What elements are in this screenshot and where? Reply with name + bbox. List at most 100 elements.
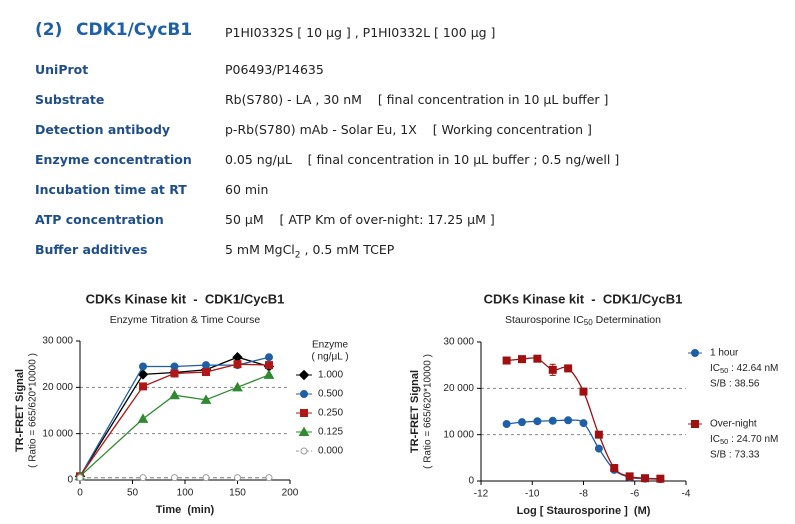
chart-subtitle: Staurosporine IC50 Determination — [505, 314, 661, 327]
x-tick-label: -12 — [474, 489, 489, 500]
data-point — [263, 369, 275, 379]
series-line — [506, 357, 661, 480]
data-point — [76, 474, 84, 482]
value-text: , 0.5 mM TCEP — [300, 242, 395, 257]
legend-label: 0.250 — [318, 408, 343, 419]
y-axis-note: ( Ratio = 665/620*10000 ) — [423, 354, 434, 469]
series-line — [79, 363, 270, 477]
data-point — [265, 361, 273, 370]
data-point — [656, 474, 665, 483]
data-point — [170, 362, 179, 371]
data-point — [233, 360, 242, 369]
x-tick-label: 150 — [229, 488, 246, 499]
data-point — [548, 416, 557, 425]
data-point — [202, 474, 210, 482]
data-point — [564, 364, 573, 373]
subtitle-text: Enzyme Titration & Time Course — [110, 314, 261, 326]
series-line — [79, 374, 270, 477]
chart-subtitle: Enzyme Titration & Time Course — [110, 314, 261, 326]
subtitle-sub: 50 — [584, 318, 593, 327]
data-point — [518, 418, 526, 427]
row-value: 50 μM [ ATP Km of over-night: 17.25 μM ] — [225, 212, 495, 227]
data-point — [139, 382, 147, 391]
value-text: p-Rb(S780) mAb - Solar Eu, 1X [ Working … — [225, 122, 592, 137]
legend-marker — [691, 420, 699, 428]
data-point — [139, 474, 147, 482]
y-tick-label: 30 000 — [443, 337, 474, 348]
data-point — [518, 355, 526, 364]
legend-label: 0.000 — [318, 446, 343, 457]
row-label: Incubation time at RT — [35, 182, 187, 197]
x-tick-label: 200 — [282, 488, 299, 499]
data-point — [594, 444, 603, 453]
ic50-prefix: IC — [710, 363, 720, 374]
legend-marker — [298, 369, 310, 381]
series-line — [79, 356, 270, 477]
sb-annotation: S/B : 73.33 — [710, 450, 760, 461]
legend-marker — [298, 426, 310, 436]
row-value: 0.05 ng/μL [ final concentration in 10 μ… — [225, 152, 619, 167]
row-label: Substrate — [35, 92, 105, 107]
row-label: UniProt — [35, 62, 89, 77]
ic50-value: : 42.64 nM — [728, 363, 778, 374]
row-value: P06493/P14635 — [225, 62, 324, 77]
ic50-value: : 24.70 nM — [728, 434, 778, 445]
x-axis-label: Log [ Staurosporine ] (M) — [517, 505, 651, 517]
data-point — [200, 394, 212, 404]
y-axis-label: TR-FRET Signal — [409, 370, 421, 453]
data-point — [564, 416, 573, 425]
ic50-prefix: IC — [710, 434, 720, 445]
data-point — [234, 474, 241, 482]
data-point — [169, 389, 180, 400]
row-value: 5 mM MgCl2 , 0.5 mM TCEP — [225, 242, 394, 261]
y-axis-note: ( Ratio = 665/620*10000 ) — [28, 353, 39, 468]
value-text: 50 μM [ ATP Km of over-night: 17.25 μM ] — [225, 212, 495, 227]
y-tick-label: 0 — [468, 476, 474, 487]
legend-unit: ( ng/μL ) — [311, 352, 348, 363]
legend-title: Enzyme — [312, 340, 349, 351]
row-label: Detection antibody — [35, 122, 171, 137]
x-tick-label: 50 — [127, 488, 139, 499]
chart-title: CDKs Kinase kit - CDK1/CycB1 — [484, 291, 683, 306]
x-tick-label: -8 — [579, 489, 588, 500]
y-tick-label: 20 000 — [42, 382, 73, 393]
data-point — [265, 474, 273, 482]
data-point — [579, 419, 588, 428]
section-title: CDK1/CycB1 — [76, 20, 193, 40]
row-label: Enzyme concentration — [35, 152, 192, 167]
legend-marker — [691, 349, 699, 357]
legend-marker — [300, 390, 308, 398]
y-tick-label: 10 000 — [443, 429, 474, 440]
ic50-sub: 50 — [720, 437, 728, 446]
catalog: P1HI0332S [ 10 μg ] , P1HI0332L [ 100 μg… — [225, 25, 496, 40]
legend-label: 1.000 — [318, 370, 343, 381]
x-tick-label: -6 — [630, 489, 639, 500]
data-point — [533, 417, 542, 426]
row-label: Buffer additives — [35, 242, 148, 257]
value-text: Rb(S780) - LA , 30 nM [ final concentrat… — [225, 92, 609, 107]
value-text: 0.05 ng/μL [ final concentration in 10 μ… — [225, 152, 620, 167]
y-tick-label: 20 000 — [443, 383, 474, 394]
data-point — [502, 420, 511, 429]
x-tick-label: -4 — [682, 489, 691, 500]
data-point — [265, 353, 273, 362]
subtitle-text: Determination — [593, 314, 661, 326]
data-point — [170, 369, 179, 378]
series-line — [506, 419, 661, 480]
data-point — [625, 472, 634, 481]
data-point — [202, 368, 210, 377]
ic50-annotation: IC50 : 24.70 nM — [710, 434, 778, 446]
value-text: P06493/P14635 — [225, 62, 324, 77]
ic50-sub: 50 — [720, 366, 728, 375]
chart-title: CDKs Kinase kit - CDK1/CycB1 — [86, 291, 285, 306]
row-value: Rb(S780) - LA , 30 nM [ final concentrat… — [225, 92, 608, 107]
data-point — [232, 381, 243, 392]
y-tick-label: 30 000 — [42, 336, 73, 347]
data-point — [502, 356, 511, 365]
data-point — [137, 413, 149, 423]
data-point — [610, 464, 619, 473]
ic50-annotation: IC50 : 42.64 nM — [710, 363, 778, 375]
x-tick-label: 100 — [177, 488, 194, 499]
